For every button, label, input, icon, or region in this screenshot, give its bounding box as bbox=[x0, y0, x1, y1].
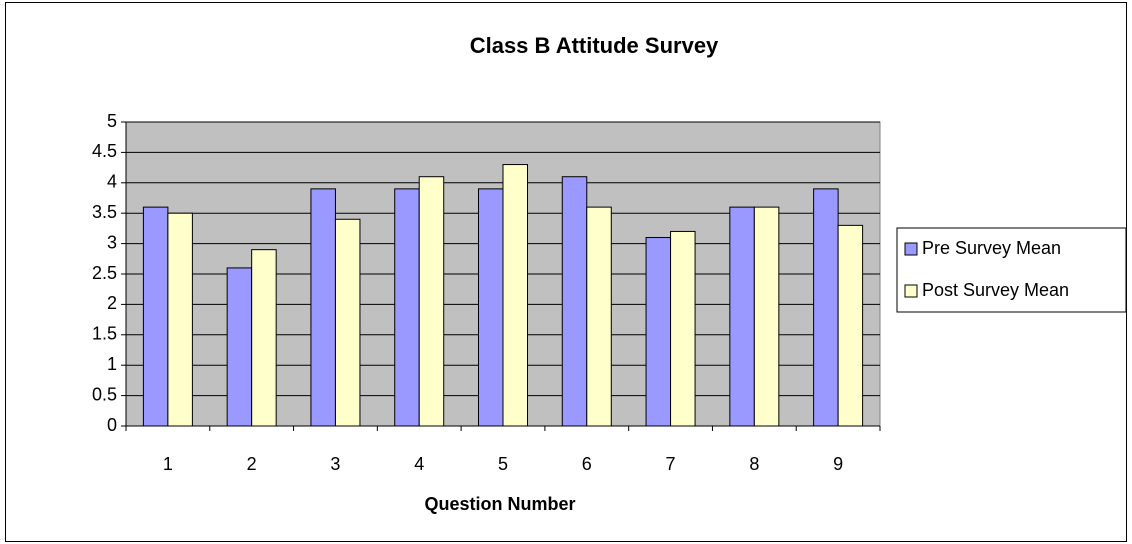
x-tick-label: 1 bbox=[163, 454, 173, 474]
y-tick-label: 1 bbox=[107, 354, 117, 374]
bar bbox=[226, 267, 253, 427]
bar bbox=[729, 206, 755, 427]
bar bbox=[478, 188, 504, 427]
y-tick-label: 3 bbox=[107, 232, 117, 252]
legend-swatch bbox=[904, 284, 918, 298]
legend-label: Pre Survey Mean bbox=[922, 238, 1061, 258]
x-tick-label: 8 bbox=[749, 454, 759, 474]
x-tick-label: 2 bbox=[247, 454, 257, 474]
x-tick-label: 7 bbox=[666, 454, 676, 474]
bar bbox=[813, 188, 839, 427]
y-tick-label: 0.5 bbox=[92, 384, 117, 404]
x-tick-label: 5 bbox=[498, 454, 508, 474]
legend-label: Post Survey Mean bbox=[922, 280, 1069, 300]
x-tick-label: 3 bbox=[330, 454, 340, 474]
y-tick-label: 5 bbox=[107, 111, 117, 131]
bar bbox=[394, 188, 420, 427]
bar bbox=[167, 212, 193, 427]
y-tick-label: 1.5 bbox=[92, 324, 117, 344]
bar bbox=[251, 249, 277, 427]
bar bbox=[837, 224, 864, 427]
x-axis-label: Question Number bbox=[424, 494, 575, 514]
y-tick-label: 4 bbox=[107, 172, 117, 192]
bar bbox=[561, 176, 588, 427]
bar bbox=[310, 188, 336, 427]
x-tick-label: 6 bbox=[582, 454, 592, 474]
bar bbox=[142, 206, 169, 427]
chart-title: Class B Attitude Survey bbox=[470, 33, 719, 58]
bar bbox=[334, 218, 361, 427]
y-tick-label: 4.5 bbox=[92, 141, 117, 161]
bar bbox=[418, 176, 445, 427]
bar bbox=[753, 206, 780, 427]
y-tick-label: 2.5 bbox=[92, 263, 117, 283]
y-tick-label: 3.5 bbox=[92, 202, 117, 222]
y-tick-label: 0 bbox=[107, 415, 117, 435]
bar bbox=[586, 206, 612, 427]
x-tick-label: 4 bbox=[414, 454, 424, 474]
y-tick-label: 2 bbox=[107, 293, 117, 313]
bar bbox=[645, 237, 672, 427]
bar bbox=[502, 164, 528, 427]
legend-swatch bbox=[904, 242, 918, 256]
x-tick-label: 9 bbox=[833, 454, 843, 474]
bar bbox=[670, 230, 696, 427]
legend bbox=[896, 227, 1127, 313]
